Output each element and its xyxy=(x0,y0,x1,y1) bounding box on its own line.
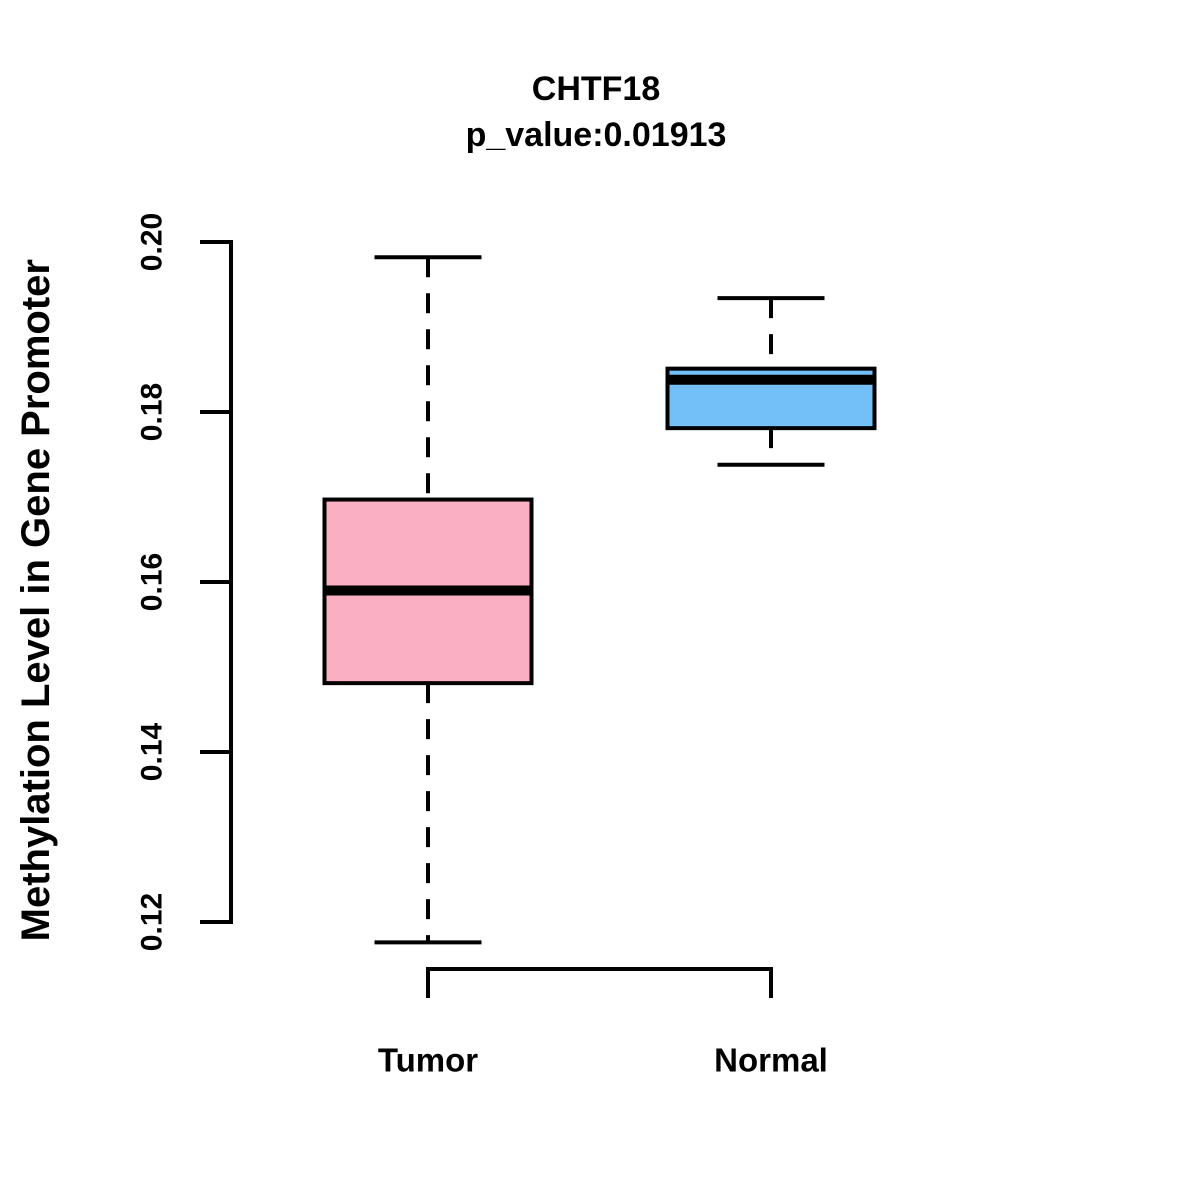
y-axis-tick-label: 0.18 xyxy=(136,383,169,441)
y-axis-tick-label: 0.16 xyxy=(136,553,169,611)
chart-subtitle: p_value:0.01913 xyxy=(465,116,727,154)
y-axis-label: Methylation Level in Gene Promoter xyxy=(13,258,58,942)
y-axis-tick-label: 0.20 xyxy=(136,213,169,271)
y-axis-tick-label: 0.12 xyxy=(136,893,169,951)
y-axis-tick-label: 0.14 xyxy=(136,722,169,781)
x-axis-bracket xyxy=(426,967,773,998)
x-axis-label-normal: Normal xyxy=(714,1042,828,1079)
y-axis-label-wrap: Methylation Level in Gene Promoter xyxy=(0,0,72,1200)
chart-title: CHTF18 xyxy=(531,70,661,108)
x-axis-label-tumor: Tumor xyxy=(378,1042,478,1079)
